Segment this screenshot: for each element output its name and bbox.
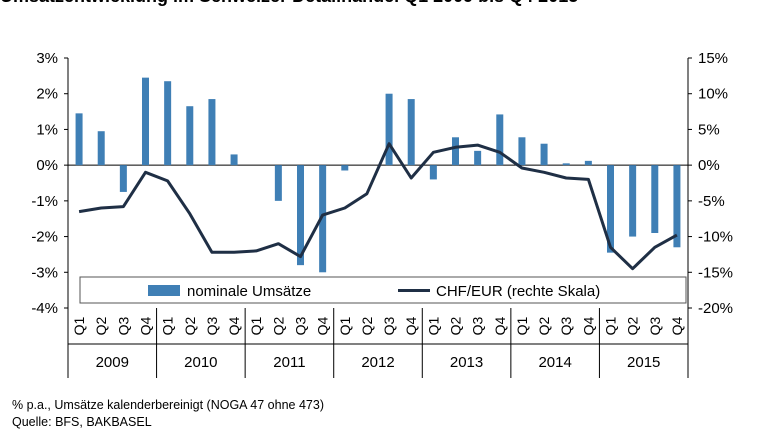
bar <box>119 165 127 192</box>
year-label: 2011 <box>273 354 305 371</box>
bar <box>164 81 172 166</box>
bar <box>651 165 659 233</box>
legend-box <box>79 276 687 304</box>
left-axis-ticks: 3% 2% 1% 0% -1% -2% -3% -4% <box>31 50 68 317</box>
right-tick-label: -20% <box>698 300 733 317</box>
line-series <box>78 142 678 271</box>
bar <box>142 77 149 166</box>
right-tick-label: -10% <box>698 229 733 246</box>
left-tick-label: -3% <box>31 264 58 281</box>
source-note: Quelle: BFS, BAKBASEL <box>12 415 152 429</box>
quarter-label: Q2 <box>182 316 198 335</box>
quarter-label: Q4 <box>138 316 154 335</box>
quarter-label: Q2 <box>448 316 464 335</box>
quarter-label: Q3 <box>293 316 309 335</box>
quarter-label: Q2 <box>93 316 109 335</box>
quarter-label: Q3 <box>647 316 663 335</box>
bar <box>385 93 393 166</box>
x-axis-labels: Q1 Q2 Q3 Q4 Q1 Q2 Q3 Q4 Q1 Q2 Q3 Q4 Q1 Q2 Q3 Q4 Q1 Q2 Q3 Q4… <box>67 308 689 378</box>
line-path <box>78 142 678 271</box>
bar <box>319 165 327 273</box>
quarter-label: Q4 <box>580 316 596 335</box>
bar <box>496 114 504 166</box>
right-tick-label: -5% <box>698 193 725 210</box>
bar <box>230 154 238 166</box>
right-tick-label: 10% <box>698 86 728 103</box>
quarter-label: Q4 <box>492 316 508 335</box>
legend-label-line: CHF/EUR (rechte Skala) <box>436 283 600 300</box>
bar <box>297 165 304 266</box>
left-tick-label: 0% <box>36 157 58 174</box>
bar <box>97 131 105 166</box>
right-tick-label: 5% <box>698 121 720 138</box>
left-tick-label: -2% <box>31 229 58 246</box>
year-label: 2014 <box>538 354 571 371</box>
quarter-label: Q4 <box>669 316 685 335</box>
quarter-label: Q1 <box>425 316 441 335</box>
year-label: 2012 <box>361 354 394 371</box>
year-label: 2015 <box>627 354 660 371</box>
bar <box>540 143 548 166</box>
bar <box>584 160 592 166</box>
quarter-label: Q2 <box>359 316 375 335</box>
sales-chart: 3% 2% 1% 0% -1% -2% -3% -4% 15% 10% 5% 0% -5% -10% -1… <box>31 50 733 378</box>
quarter-label: Q4 <box>226 316 242 335</box>
left-tick-label: 3% <box>36 50 58 67</box>
quarter-label: Q4 <box>403 316 419 335</box>
bar <box>341 165 349 171</box>
quarter-label: Q3 <box>381 316 397 335</box>
bar <box>518 137 526 166</box>
quarter-label: Q2 <box>625 316 641 335</box>
left-tick-label: -4% <box>31 300 58 317</box>
bar <box>274 165 282 201</box>
quarter-label: Q1 <box>337 316 353 335</box>
quarter-label: Q1 <box>514 316 530 335</box>
quarter-label: Q1 <box>603 316 619 335</box>
quarter-label: Q1 <box>248 316 264 335</box>
year-label: 2010 <box>184 354 217 371</box>
quarter-label: Q3 <box>470 316 486 335</box>
legend: nominale Umsätze CHF/EUR (rechte Skala) <box>79 276 687 304</box>
left-tick-label: 2% <box>36 86 58 103</box>
quarter-label: Q2 <box>270 316 286 335</box>
footnote: % p.a., Umsätze kalenderbereinigt (NOGA … <box>12 398 324 412</box>
bar <box>474 150 482 166</box>
bar <box>429 165 437 180</box>
quarter-label: Q3 <box>204 316 220 335</box>
bar <box>186 106 194 166</box>
right-axis-ticks: 15% 10% 5% 0% -5% -10% -15% -20% <box>688 50 733 317</box>
right-tick-label: 0% <box>698 157 720 174</box>
chart-axes <box>67 58 689 308</box>
quarter-label: Q2 <box>536 316 552 335</box>
legend-label-bars: nominale Umsätze <box>187 283 311 300</box>
bar <box>407 99 415 166</box>
quarter-label: Q3 <box>558 316 574 335</box>
quarter-label: Q3 <box>115 316 131 335</box>
quarter-label: Q1 <box>71 316 87 335</box>
bar-series <box>75 77 681 273</box>
chart-title: Umsatzentwicklung im Schweizer Detailhan… <box>0 0 760 8</box>
right-tick-label: -15% <box>698 264 733 281</box>
quarter-label: Q1 <box>160 316 176 335</box>
bar <box>208 99 216 166</box>
bar <box>673 165 681 248</box>
bar <box>452 137 459 166</box>
quarter-label: Q4 <box>315 316 331 335</box>
bar <box>562 163 570 166</box>
legend-bar-swatch <box>148 285 180 296</box>
year-label: 2009 <box>96 354 129 371</box>
left-tick-label: 1% <box>36 121 58 138</box>
right-tick-label: 15% <box>698 50 728 67</box>
bar <box>629 165 637 237</box>
bar <box>607 165 614 253</box>
left-tick-label: -1% <box>31 193 58 210</box>
year-label: 2013 <box>450 354 483 371</box>
bar <box>75 113 83 166</box>
